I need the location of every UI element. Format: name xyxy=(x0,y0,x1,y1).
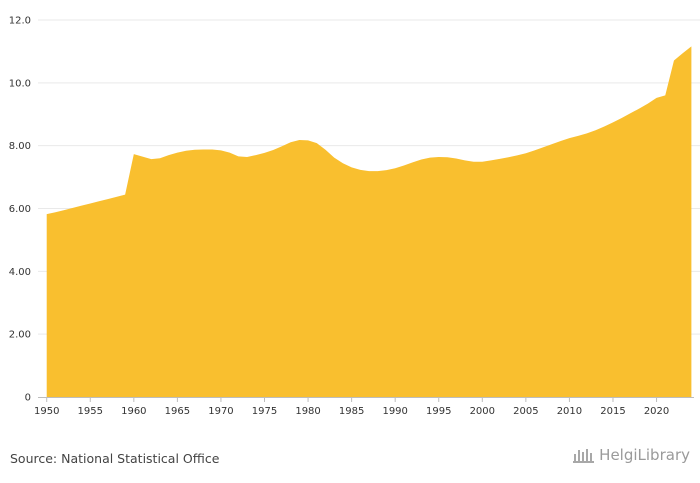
brand-logo: HelgiLibrary xyxy=(573,446,690,464)
series-area xyxy=(46,46,692,397)
x-tick-label: 2020 xyxy=(644,406,669,417)
y-tick-label: 0 xyxy=(25,393,31,404)
source-note: Source: National Statistical Office xyxy=(10,451,220,466)
x-tick-label: 1960 xyxy=(121,406,146,417)
x-tick-label: 2000 xyxy=(470,406,495,417)
y-axis-ticks: 0 2.00 4.00 6.00 8.00 10.0 12.0 xyxy=(9,16,31,404)
y-tick-label: 4.00 xyxy=(9,267,31,278)
x-tick-label: 1950 xyxy=(34,406,59,417)
y-tick-label: 10.0 xyxy=(9,78,31,89)
x-tick-label: 1995 xyxy=(426,406,451,417)
y-tick-label: 2.00 xyxy=(9,330,31,341)
x-axis-ticks: 1950 1955 1960 1965 1970 1975 1980 1985 1990 1995… xyxy=(34,397,669,417)
y-tick-label: 12.0 xyxy=(9,16,31,27)
y-tick-label: 6.00 xyxy=(9,204,31,215)
x-tick-label: 2005 xyxy=(513,406,538,417)
x-tick-label: 1955 xyxy=(78,406,103,417)
chart-footer: Source: National Statistical Office Helg… xyxy=(0,440,700,480)
x-tick-label: 1980 xyxy=(295,406,320,417)
library-icon xyxy=(573,449,595,463)
x-tick-label: 1990 xyxy=(382,406,407,417)
x-tick-label: 1970 xyxy=(208,406,233,417)
brand-name: HelgiLibrary xyxy=(599,446,690,464)
x-tick-label: 2015 xyxy=(600,406,625,417)
x-tick-label: 1985 xyxy=(339,406,364,417)
x-tick-label: 1975 xyxy=(252,406,277,417)
x-tick-label: 2010 xyxy=(557,406,582,417)
y-tick-label: 8.00 xyxy=(9,141,31,152)
x-tick-label: 1965 xyxy=(165,406,190,417)
